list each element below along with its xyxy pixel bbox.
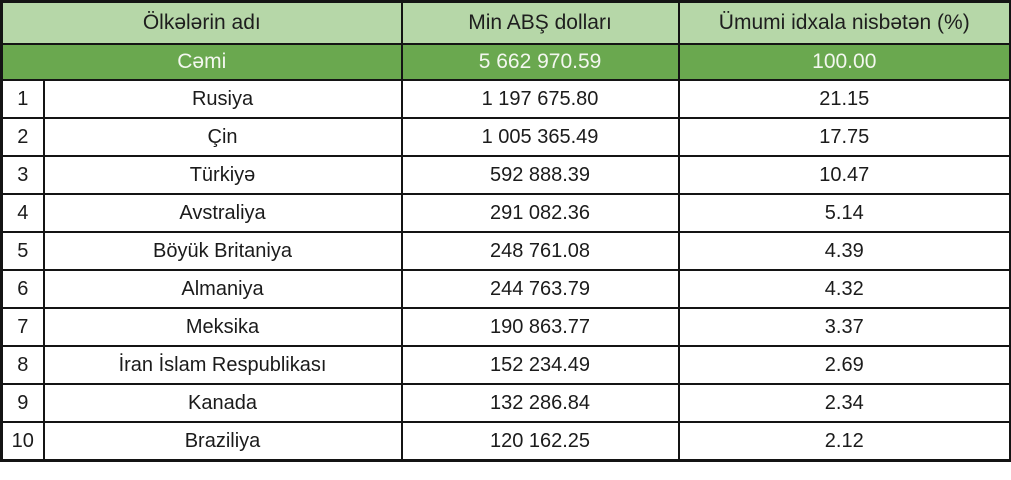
percent-cell: 21.15 — [677, 79, 1011, 119]
rank-cell: 10 — [0, 421, 45, 462]
value-cell: 291 082.36 — [400, 193, 680, 233]
percent-cell: 5.14 — [677, 193, 1011, 233]
country-cell: Braziliya — [42, 421, 403, 462]
percent-cell: 2.69 — [677, 345, 1011, 385]
country-cell: İran İslam Respublikası — [42, 345, 403, 385]
country-cell: Almaniya — [42, 269, 403, 309]
percent-cell: 4.32 — [677, 269, 1011, 309]
country-cell: Böyük Britaniya — [42, 231, 403, 271]
table-row: 10 Braziliya 120 162.25 2.12 — [0, 421, 1011, 462]
percent-cell: 2.12 — [677, 421, 1011, 462]
rank-cell: 4 — [0, 193, 45, 233]
value-cell: 1 197 675.80 — [400, 79, 680, 119]
rank-cell: 2 — [0, 117, 45, 157]
table-row: 2 Çin 1 005 365.49 17.75 — [0, 117, 1011, 157]
percent-cell: 17.75 — [677, 117, 1011, 157]
rank-cell: 5 — [0, 231, 45, 271]
table-row: 4 Avstraliya 291 082.36 5.14 — [0, 193, 1011, 233]
percent-cell: 3.37 — [677, 307, 1011, 347]
column-header-value: Min ABŞ dolları — [400, 0, 680, 45]
table-row: 9 Kanada 132 286.84 2.34 — [0, 383, 1011, 423]
table-row: 8 İran İslam Respublikası 152 234.49 2.6… — [0, 345, 1011, 385]
total-percent-cell: 100.00 — [677, 43, 1011, 81]
total-row: Cəmi 5 662 970.59 100.00 — [0, 43, 1011, 81]
column-header-country: Ölkələrin adı — [0, 0, 403, 45]
rank-cell: 9 — [0, 383, 45, 423]
value-cell: 120 162.25 — [400, 421, 680, 462]
table-row: 5 Böyük Britaniya 248 761.08 4.39 — [0, 231, 1011, 271]
country-cell: Türkiyə — [42, 155, 403, 195]
country-cell: Avstraliya — [42, 193, 403, 233]
percent-cell: 10.47 — [677, 155, 1011, 195]
total-value-cell: 5 662 970.59 — [400, 43, 680, 81]
country-cell: Çin — [42, 117, 403, 157]
rank-cell: 1 — [0, 79, 45, 119]
table-row: 6 Almaniya 244 763.79 4.32 — [0, 269, 1011, 309]
rank-cell: 8 — [0, 345, 45, 385]
import-statistics-table: Ölkələrin adı Min ABŞ dolları Ümumi idxa… — [0, 0, 1011, 462]
rank-cell: 3 — [0, 155, 45, 195]
country-cell: Rusiya — [42, 79, 403, 119]
total-label-cell: Cəmi — [0, 43, 403, 81]
table-header-row: Ölkələrin adı Min ABŞ dolları Ümumi idxa… — [0, 0, 1011, 45]
value-cell: 248 761.08 — [400, 231, 680, 271]
percent-cell: 4.39 — [677, 231, 1011, 271]
country-cell: Meksika — [42, 307, 403, 347]
rank-cell: 6 — [0, 269, 45, 309]
percent-cell: 2.34 — [677, 383, 1011, 423]
value-cell: 132 286.84 — [400, 383, 680, 423]
value-cell: 244 763.79 — [400, 269, 680, 309]
rank-cell: 7 — [0, 307, 45, 347]
value-cell: 592 888.39 — [400, 155, 680, 195]
table-row: 7 Meksika 190 863.77 3.37 — [0, 307, 1011, 347]
table-row: 3 Türkiyə 592 888.39 10.47 — [0, 155, 1011, 195]
table-row: 1 Rusiya 1 197 675.80 21.15 — [0, 79, 1011, 119]
country-cell: Kanada — [42, 383, 403, 423]
value-cell: 1 005 365.49 — [400, 117, 680, 157]
value-cell: 190 863.77 — [400, 307, 680, 347]
value-cell: 152 234.49 — [400, 345, 680, 385]
column-header-percent: Ümumi idxala nisbətən (%) — [677, 0, 1011, 45]
